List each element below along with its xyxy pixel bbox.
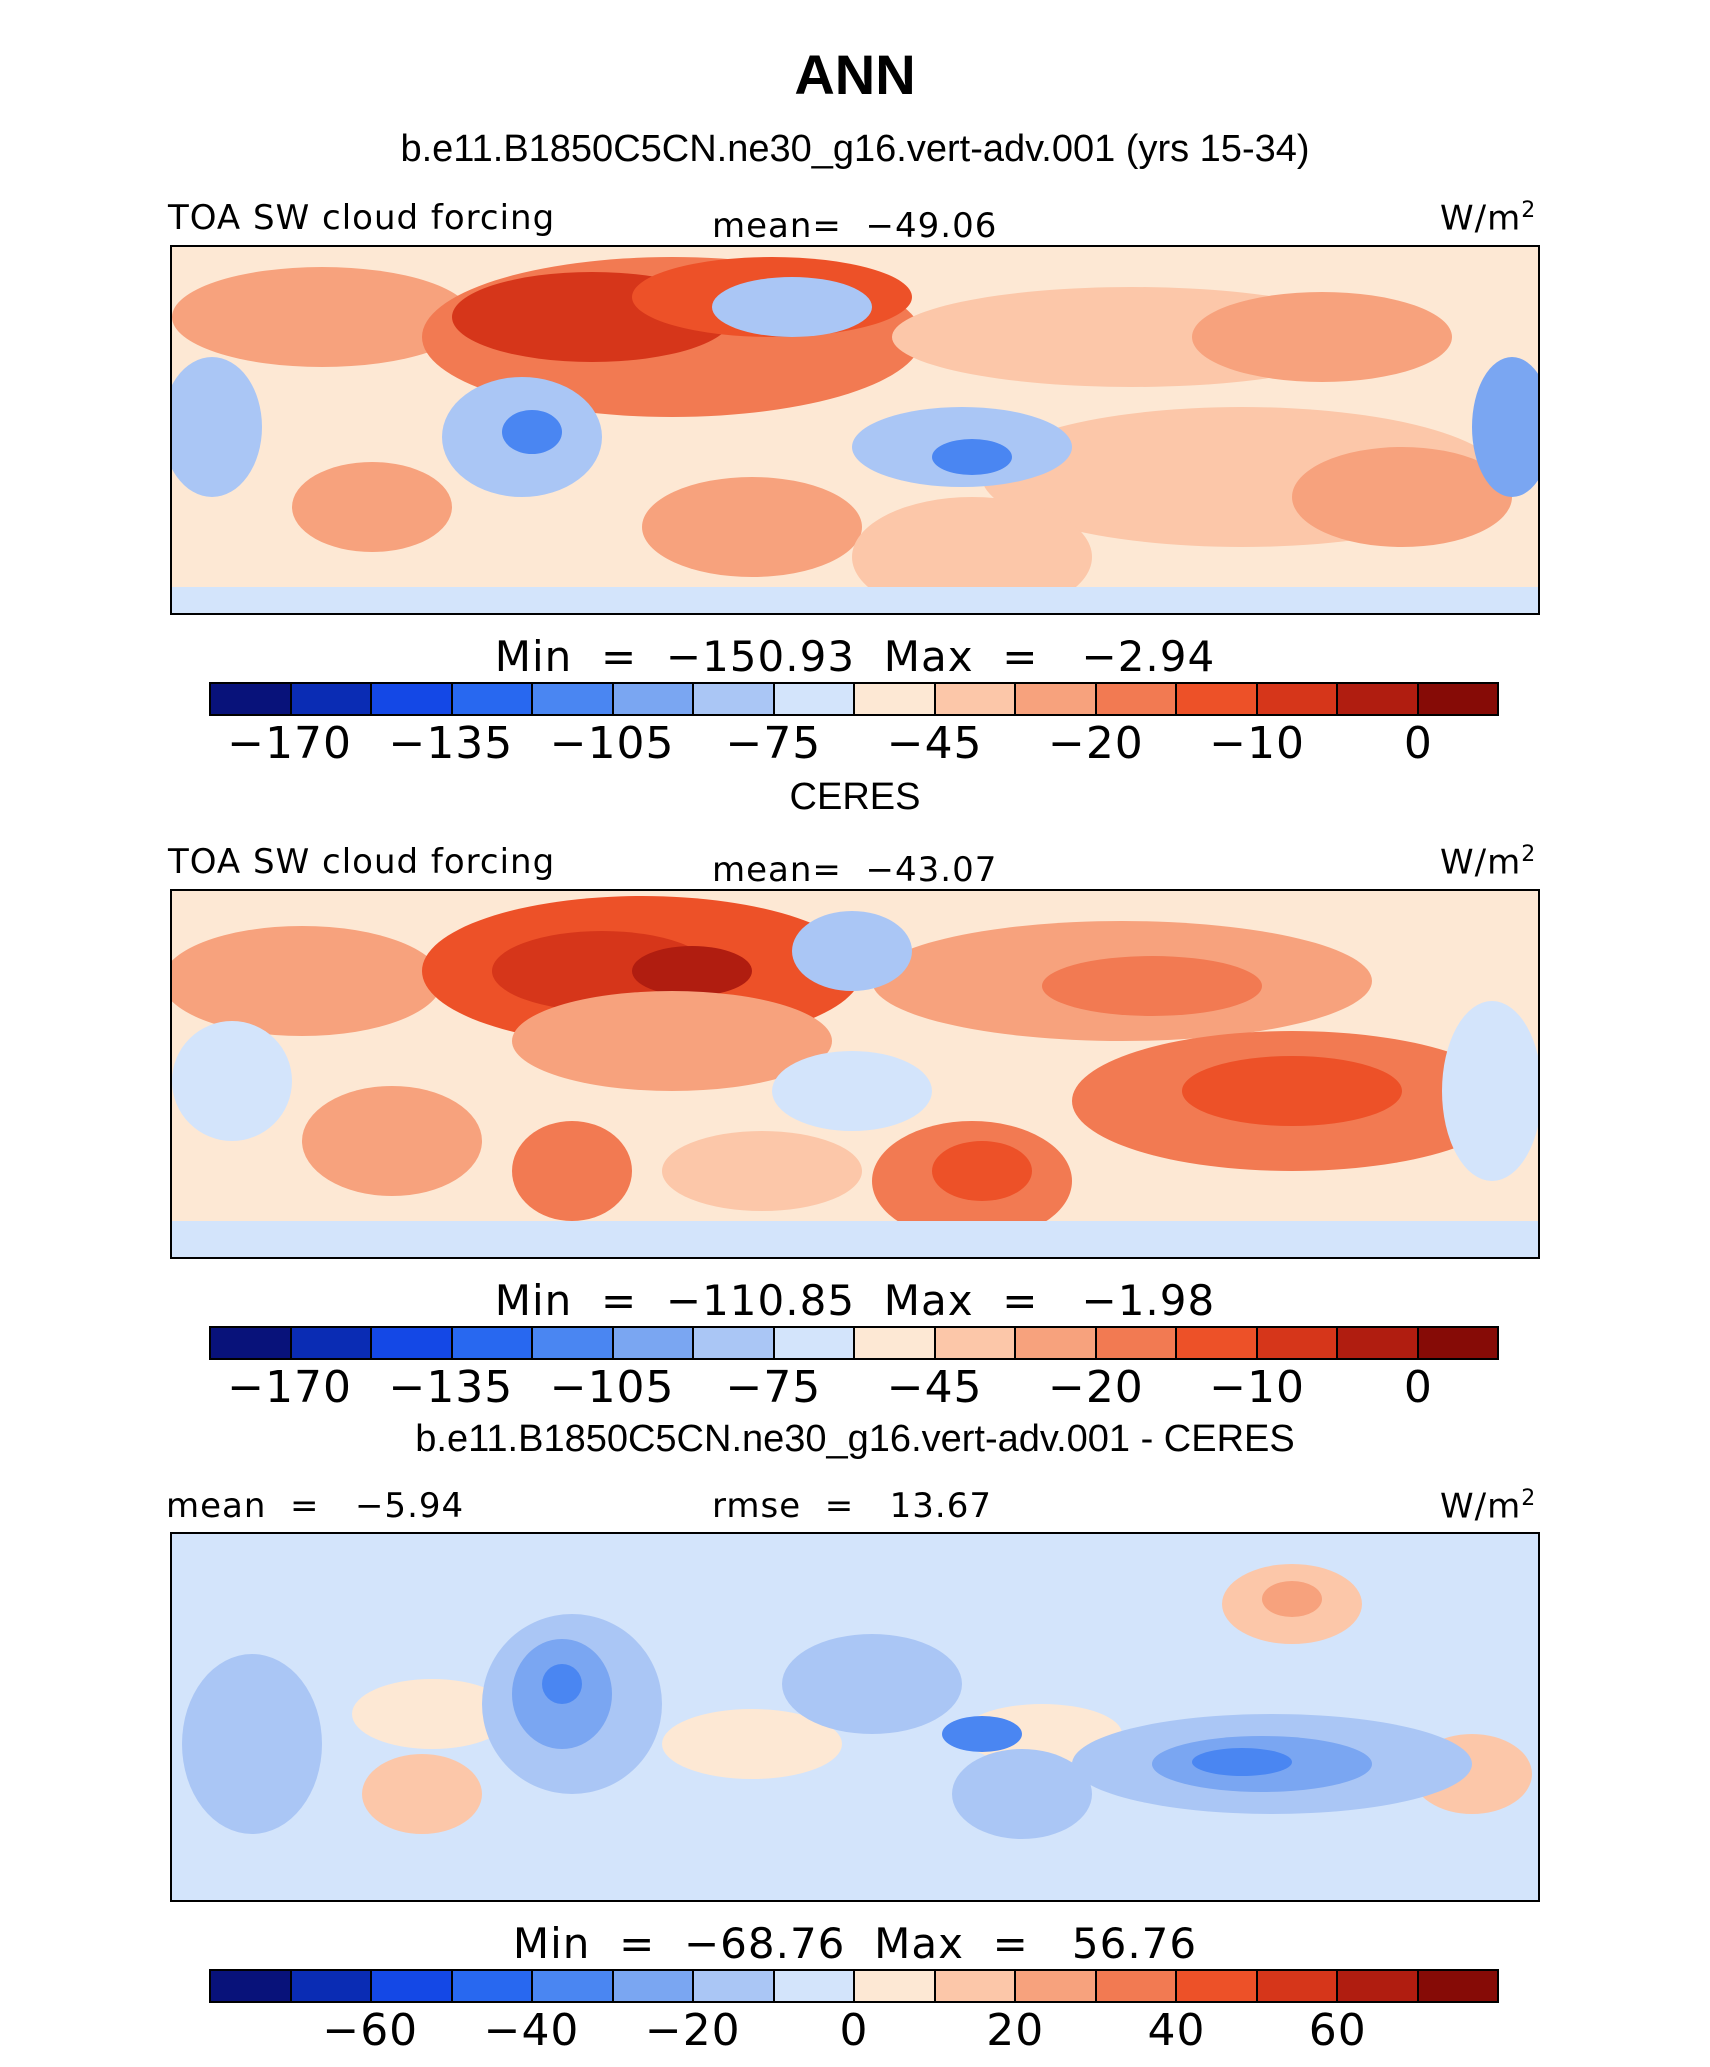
- panel3-title: b.e11.B1850C5CN.ne30_g16.vert-adv.001 - …: [415, 1418, 1295, 1460]
- panel1-variable-label: TOA SW cloud forcing: [168, 198, 556, 238]
- colorbar-tick: 0: [1403, 718, 1433, 769]
- colorbar-seg: [211, 684, 292, 714]
- colorbar-seg: [291, 1971, 372, 2001]
- panel1-colorbar-ticks: −170 −135 −105 −75 −45 −20 −10 0: [209, 718, 1499, 769]
- panel2-colorbar: [209, 1326, 1499, 1360]
- panel3-min-max: Min = −68.76 Max = 56.76: [512, 1919, 1198, 1968]
- colorbar-tick: −170: [227, 1362, 353, 1413]
- colorbar-seg: [533, 684, 614, 714]
- colorbar-seg: [1338, 1328, 1419, 1358]
- colorbar-seg: [1016, 1971, 1097, 2001]
- panel2-title: CERES: [789, 776, 921, 818]
- colorbar-seg: [694, 1971, 775, 2001]
- panel3-colorbar: [209, 1969, 1499, 2003]
- colorbar-seg: [694, 684, 775, 714]
- colorbar-tick: 40: [1147, 2005, 1206, 2056]
- panel3-mean-label: mean = −5.94: [166, 1486, 465, 1526]
- colorbar-seg: [1257, 1328, 1338, 1358]
- colorbar-tick: −45: [886, 718, 983, 769]
- colorbar-seg: [1177, 1328, 1258, 1358]
- colorbar-seg: [1338, 1971, 1419, 2001]
- colorbar-tick: −40: [483, 2005, 580, 2056]
- colorbar-seg: [935, 1971, 1016, 2001]
- colorbar-seg: [372, 1971, 453, 2001]
- panel2-min-max: Min = −110.85 Max = −1.98: [494, 1276, 1216, 1325]
- panel3-units-label: W/m2: [1440, 1486, 1537, 1527]
- colorbar-seg: [774, 1328, 855, 1358]
- colorbar-seg: [211, 1971, 292, 2001]
- colorbar-tick: −135: [388, 1362, 514, 1413]
- colorbar-seg: [211, 1328, 292, 1358]
- colorbar-seg: [1096, 1328, 1177, 1358]
- colorbar-tick: −75: [725, 1362, 822, 1413]
- colorbar-seg: [1257, 684, 1338, 714]
- colorbar-seg: [452, 1971, 533, 2001]
- colorbar-tick: −135: [388, 718, 514, 769]
- colorbar-seg: [533, 1328, 614, 1358]
- colorbar-seg: [1257, 1971, 1338, 2001]
- panel1-units-label: W/m2: [1440, 198, 1537, 239]
- difference-swcf-map: [170, 1532, 1540, 1902]
- colorbar-seg: [1096, 684, 1177, 714]
- colorbar-tick: −10: [1209, 718, 1306, 769]
- colorbar-seg: [1418, 1328, 1497, 1358]
- colorbar-seg: [613, 1971, 694, 2001]
- panel1-min-max: Min = −150.93 Max = −2.94: [494, 632, 1216, 681]
- colorbar-tick: −20: [644, 2005, 741, 2056]
- colorbar-seg: [935, 684, 1016, 714]
- colorbar-tick: −10: [1209, 1362, 1306, 1413]
- colorbar-seg: [533, 1971, 614, 2001]
- panel2-mean-label: mean= −43.07: [712, 850, 998, 890]
- colorbar-seg: [613, 684, 694, 714]
- colorbar-tick: −105: [549, 1362, 675, 1413]
- panel2-units-label: W/m2: [1440, 842, 1537, 883]
- colorbar-seg: [935, 1328, 1016, 1358]
- colorbar-seg: [1338, 684, 1419, 714]
- model-swcf-map: [170, 245, 1540, 615]
- colorbar-seg: [452, 684, 533, 714]
- colorbar-seg: [855, 1328, 936, 1358]
- colorbar-tick: 20: [986, 2005, 1045, 2056]
- colorbar-seg: [774, 1971, 855, 2001]
- colorbar-seg: [1418, 1971, 1497, 2001]
- ceres-swcf-map: [170, 889, 1540, 1259]
- colorbar-seg: [1016, 684, 1097, 714]
- main-title: ANN: [794, 43, 916, 106]
- colorbar-seg: [372, 1328, 453, 1358]
- run-title: b.e11.B1850C5CN.ne30_g16.vert-adv.001 (y…: [400, 128, 1310, 170]
- panel2-variable-label: TOA SW cloud forcing: [168, 842, 556, 882]
- colorbar-seg: [1177, 1971, 1258, 2001]
- colorbar-tick: 0: [1403, 1362, 1433, 1413]
- colorbar-tick: −105: [549, 718, 675, 769]
- colorbar-seg: [613, 1328, 694, 1358]
- colorbar-tick: 60: [1308, 2005, 1367, 2056]
- colorbar-seg: [855, 1971, 936, 2001]
- colorbar-seg: [774, 684, 855, 714]
- colorbar-tick: −60: [322, 2005, 419, 2056]
- colorbar-seg: [1016, 1328, 1097, 1358]
- colorbar-tick: −20: [1047, 718, 1144, 769]
- colorbar-seg: [694, 1328, 775, 1358]
- colorbar-seg: [291, 684, 372, 714]
- panel1-colorbar: [209, 682, 1499, 716]
- colorbar-tick: 0: [839, 2005, 869, 2056]
- colorbar-seg: [1418, 684, 1497, 714]
- colorbar-seg: [855, 684, 936, 714]
- panel3-rmse-label: rmse = 13.67: [712, 1486, 992, 1526]
- colorbar-seg: [452, 1328, 533, 1358]
- colorbar-seg: [291, 1328, 372, 1358]
- colorbar-seg: [1096, 1971, 1177, 2001]
- colorbar-seg: [372, 684, 453, 714]
- colorbar-tick: −45: [886, 1362, 983, 1413]
- colorbar-tick: −75: [725, 718, 822, 769]
- colorbar-tick: −20: [1047, 1362, 1144, 1413]
- panel2-colorbar-ticks: −170 −135 −105 −75 −45 −20 −10 0: [209, 1362, 1499, 1413]
- panel1-mean-label: mean= −49.06: [712, 206, 998, 246]
- colorbar-tick: −170: [227, 718, 353, 769]
- panel3-colorbar-ticks: −60 −40 −20 0 20 40 60: [209, 2005, 1499, 2056]
- colorbar-seg: [1177, 684, 1258, 714]
